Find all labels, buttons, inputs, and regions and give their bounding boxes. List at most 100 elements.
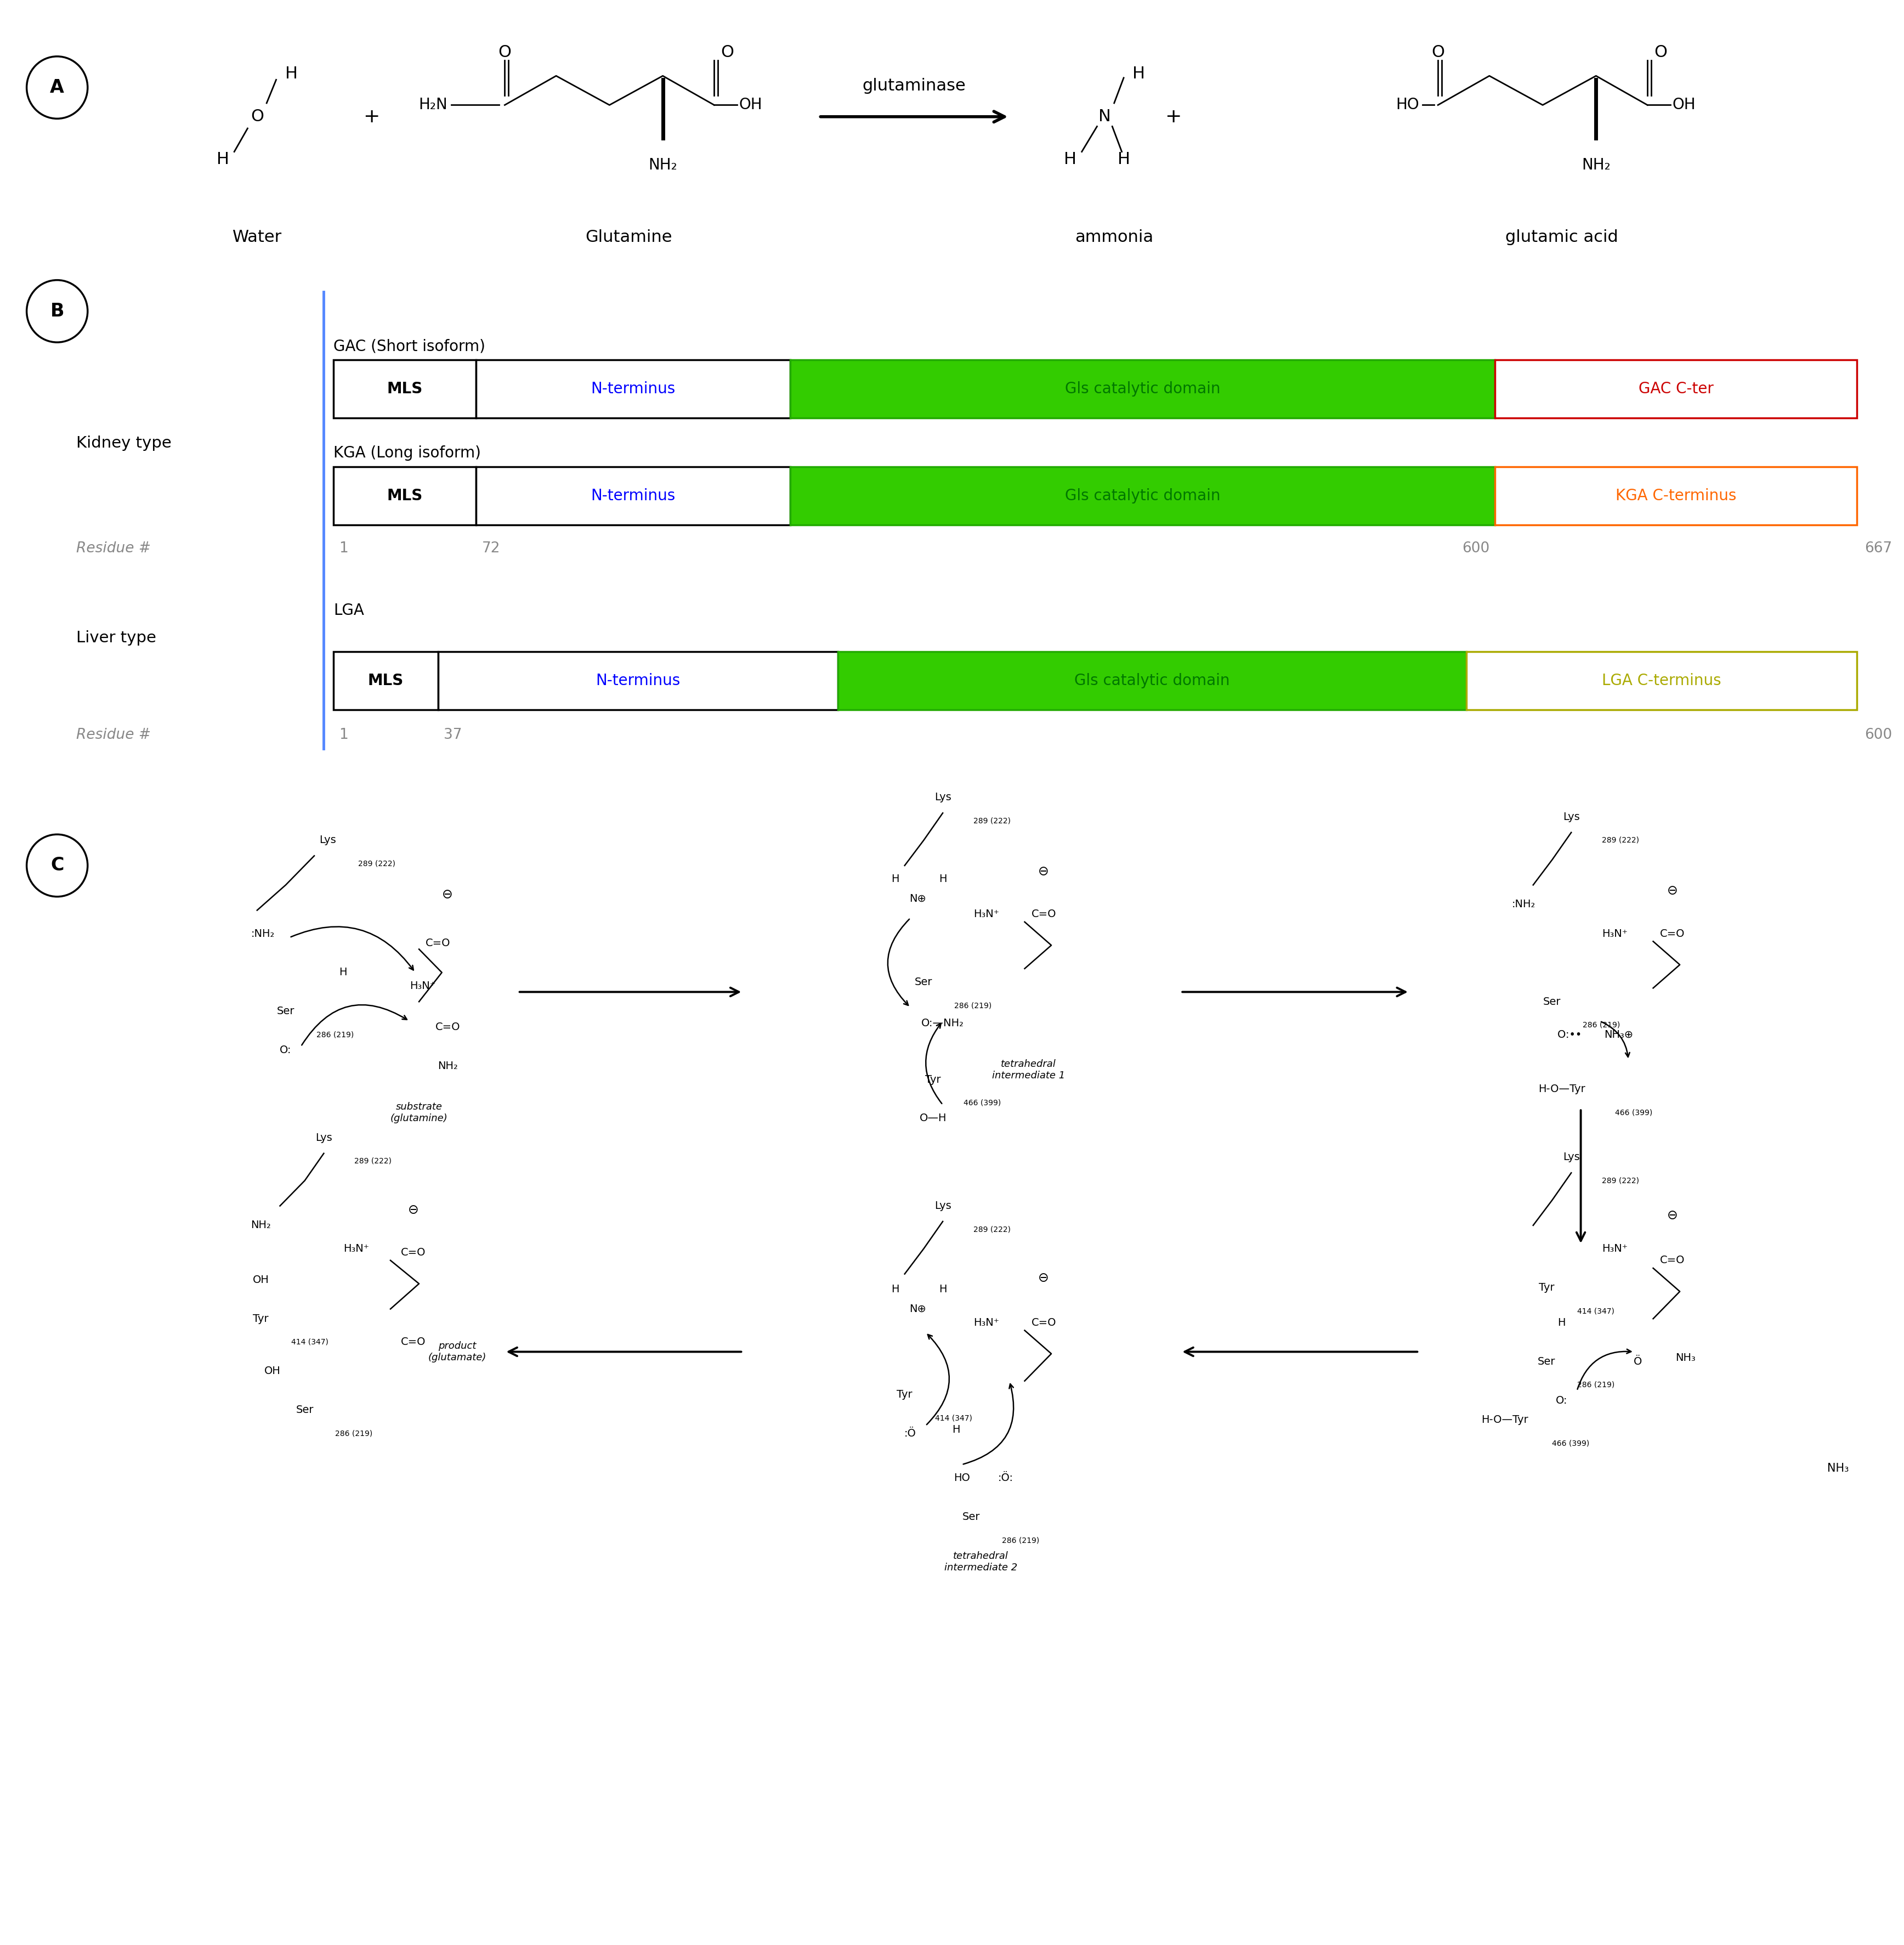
Text: 1: 1 <box>339 541 348 556</box>
Text: 466 (399): 466 (399) <box>963 1099 1002 1107</box>
Text: OH: OH <box>253 1274 268 1286</box>
Text: O: O <box>499 45 510 60</box>
Text: ⊖: ⊖ <box>1038 1272 1049 1284</box>
Text: 286 (219): 286 (219) <box>316 1031 354 1039</box>
Text: H: H <box>939 1284 946 1295</box>
Text: Residue #: Residue # <box>76 727 150 743</box>
Text: MLS: MLS <box>387 488 423 504</box>
Text: Lys: Lys <box>1563 1151 1578 1163</box>
Text: substrate
(glutamine): substrate (glutamine) <box>390 1103 447 1122</box>
Text: H: H <box>952 1424 960 1435</box>
Text: N: N <box>1099 109 1110 124</box>
Text: C=O: C=O <box>434 1021 461 1033</box>
Text: C=O: C=O <box>1030 908 1057 920</box>
Text: HO: HO <box>954 1472 969 1484</box>
Text: Gls catalytic domain: Gls catalytic domain <box>1064 381 1220 397</box>
Text: C: C <box>50 856 65 875</box>
Text: +: + <box>364 107 379 126</box>
Text: 286 (219): 286 (219) <box>1582 1021 1620 1029</box>
FancyBboxPatch shape <box>333 467 476 525</box>
Text: 286 (219): 286 (219) <box>954 1002 992 1009</box>
Text: Lys: Lys <box>935 792 950 803</box>
Text: ⊖: ⊖ <box>407 1204 419 1216</box>
Text: Residue #: Residue # <box>76 541 150 556</box>
Text: 72: 72 <box>482 541 501 556</box>
FancyBboxPatch shape <box>438 652 838 710</box>
Text: H: H <box>339 967 347 978</box>
Text: H₃N⁺: H₃N⁺ <box>343 1243 369 1255</box>
Text: C=O: C=O <box>400 1336 426 1348</box>
Text: product
(glutamate): product (glutamate) <box>428 1342 486 1362</box>
Text: Liver type: Liver type <box>76 630 156 646</box>
Text: Lys: Lys <box>1563 811 1578 823</box>
Text: O: O <box>1655 45 1666 60</box>
Text: 289 (222): 289 (222) <box>1601 836 1639 844</box>
Text: 414 (347): 414 (347) <box>935 1414 973 1422</box>
Text: O: O <box>1432 45 1443 60</box>
Text: H-O—Tyr: H-O—Tyr <box>1538 1083 1584 1095</box>
Text: O: O <box>251 109 263 124</box>
Text: glutaminase: glutaminase <box>863 78 965 93</box>
Text: ⊖: ⊖ <box>1666 885 1677 897</box>
Text: NH₂: NH₂ <box>251 1220 270 1231</box>
Text: N-terminus: N-terminus <box>596 673 680 689</box>
Text: NH₃: NH₃ <box>1826 1463 1849 1474</box>
Text: 289 (222): 289 (222) <box>358 860 396 867</box>
Text: 289 (222): 289 (222) <box>973 817 1011 825</box>
FancyBboxPatch shape <box>476 467 790 525</box>
Text: tetrahedral
intermediate 2: tetrahedral intermediate 2 <box>944 1552 1017 1572</box>
Text: 289 (222): 289 (222) <box>354 1157 392 1165</box>
Text: H₃N⁺: H₃N⁺ <box>409 980 436 992</box>
Text: LGA: LGA <box>333 603 364 619</box>
Text: H₂N: H₂N <box>419 97 447 113</box>
Text: N⊕: N⊕ <box>910 1303 925 1315</box>
Text: GAC C-ter: GAC C-ter <box>1637 381 1714 397</box>
Text: 289 (222): 289 (222) <box>973 1225 1011 1233</box>
Text: LGA C-terminus: LGA C-terminus <box>1601 673 1721 689</box>
Text: 600: 600 <box>1462 541 1489 556</box>
Text: Tyr: Tyr <box>1538 1282 1554 1293</box>
Text: H₃N⁺: H₃N⁺ <box>1601 1243 1628 1255</box>
Text: Tyr: Tyr <box>253 1313 268 1325</box>
Text: Ser: Ser <box>295 1404 314 1416</box>
Text: O:: O: <box>1556 1395 1567 1406</box>
Text: H: H <box>1557 1317 1565 1328</box>
Text: B: B <box>50 301 65 321</box>
Text: C=O: C=O <box>1030 1317 1057 1328</box>
Text: NH₂: NH₂ <box>1580 158 1611 173</box>
Text: Gls catalytic domain: Gls catalytic domain <box>1064 488 1220 504</box>
Text: Ser: Ser <box>1537 1356 1556 1367</box>
Text: H-O—Tyr: H-O—Tyr <box>1481 1414 1527 1426</box>
Text: C=O: C=O <box>425 937 451 949</box>
Text: :NH₂: :NH₂ <box>1512 899 1535 910</box>
Text: Gls catalytic domain: Gls catalytic domain <box>1074 673 1230 689</box>
Text: Lys: Lys <box>935 1200 950 1212</box>
Text: H: H <box>1118 152 1129 167</box>
Text: O: O <box>722 45 733 60</box>
Text: KGA C-terminus: KGA C-terminus <box>1615 488 1736 504</box>
Text: Lys: Lys <box>316 1132 331 1144</box>
Text: H: H <box>891 1284 899 1295</box>
Text: Water: Water <box>232 230 282 245</box>
Text: H₃N⁺: H₃N⁺ <box>973 1317 1000 1328</box>
Text: Ö: Ö <box>1634 1356 1641 1367</box>
Text: 667: 667 <box>1864 541 1891 556</box>
FancyBboxPatch shape <box>1495 360 1856 418</box>
Text: Ser: Ser <box>914 976 933 988</box>
Text: 286 (219): 286 (219) <box>1577 1381 1615 1389</box>
Text: 37: 37 <box>444 727 463 743</box>
Text: H: H <box>891 873 899 885</box>
FancyBboxPatch shape <box>790 467 1495 525</box>
Text: 286 (219): 286 (219) <box>1002 1537 1040 1544</box>
Text: H: H <box>217 152 228 167</box>
Text: Glutamine: Glutamine <box>585 230 672 245</box>
Text: :Ö: :Ö <box>904 1428 916 1439</box>
Text: Ser: Ser <box>276 1006 295 1017</box>
FancyBboxPatch shape <box>790 360 1495 418</box>
Text: tetrahedral
intermediate 1: tetrahedral intermediate 1 <box>992 1060 1064 1079</box>
Text: C=O: C=O <box>1658 1255 1685 1266</box>
Text: Ser: Ser <box>1542 996 1561 1008</box>
Text: N-terminus: N-terminus <box>590 488 676 504</box>
Text: H: H <box>286 66 297 82</box>
Text: H: H <box>1133 66 1144 82</box>
